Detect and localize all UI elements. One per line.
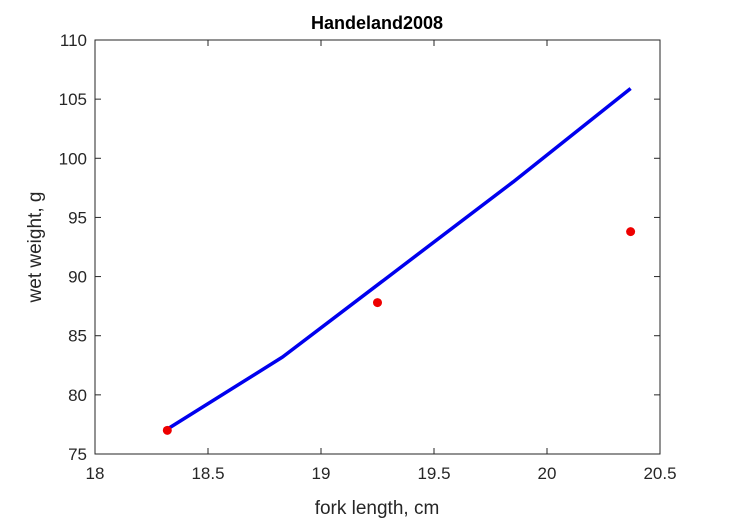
data-point	[373, 298, 382, 308]
chart-title: Handeland2008	[311, 13, 443, 33]
series-layer	[162, 87, 636, 435]
x-tick-label: 20.5	[643, 464, 676, 483]
x-axis-label: fork length, cm	[315, 498, 440, 519]
y-axis-ticks: 75 80 85 90 95 100 105 110	[59, 31, 660, 464]
plot-area	[94, 39, 661, 455]
y-tick-label: 95	[68, 208, 87, 227]
data-point	[626, 227, 636, 237]
fit-line	[166, 87, 632, 431]
x-tick-label: 20	[538, 464, 557, 483]
x-tick-label: 18.5	[191, 464, 224, 483]
x-tick-label: 19.5	[417, 464, 450, 483]
x-tick-label: 18	[86, 464, 105, 483]
y-axis-label: wet weight, g	[25, 192, 46, 304]
y-tick-label: 85	[68, 327, 87, 346]
y-tick-label: 110	[60, 31, 87, 50]
y-tick-label: 75	[68, 445, 87, 464]
y-tick-label: 90	[68, 268, 87, 287]
data-point	[162, 425, 172, 435]
x-tick-label: 19	[312, 464, 331, 483]
y-tick-label: 105	[59, 90, 87, 109]
y-tick-label: 80	[68, 386, 87, 405]
y-tick-label: 100	[59, 149, 87, 168]
x-axis-ticks: 18 18.5 19 19.5 20 20.5	[86, 40, 677, 483]
